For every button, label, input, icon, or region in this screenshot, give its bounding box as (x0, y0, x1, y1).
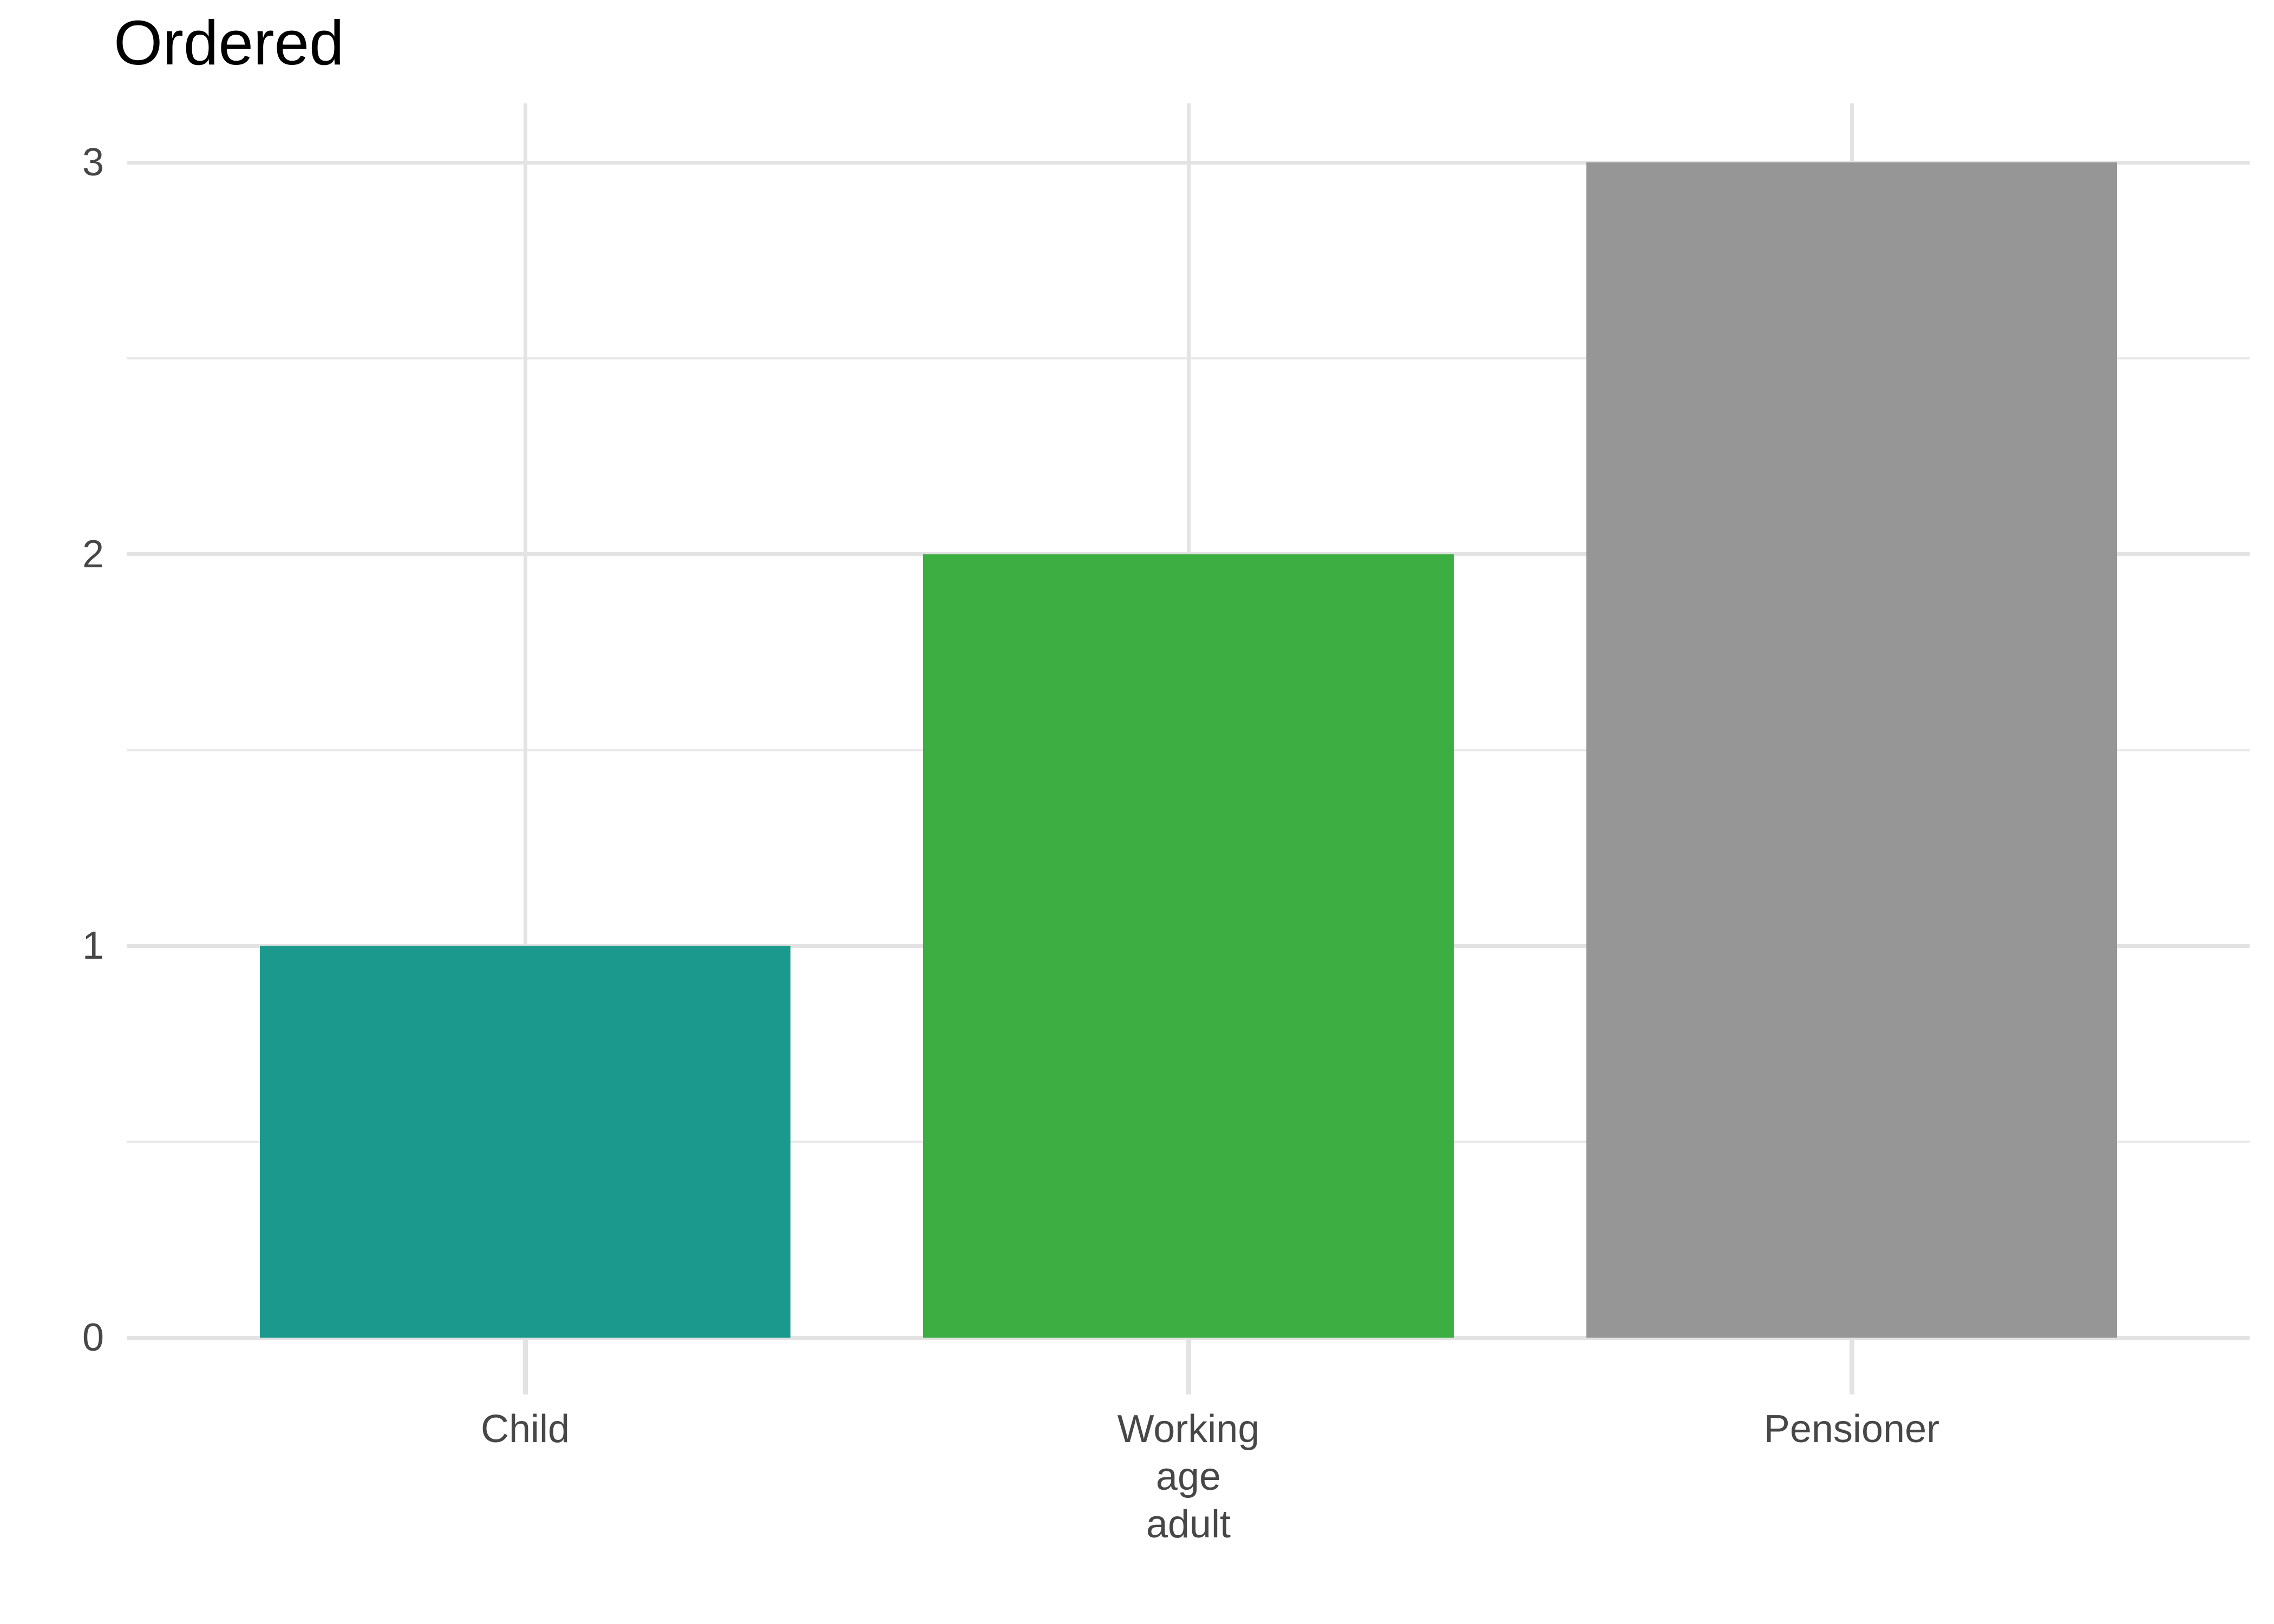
x-axis-tick (1849, 1338, 1854, 1394)
y-tick-label: 0 (82, 1316, 104, 1359)
bar-pensioner (1586, 162, 2117, 1338)
bar-child (260, 946, 790, 1338)
y-tick-label: 3 (82, 141, 104, 184)
gridline-vertical (523, 103, 527, 1338)
y-tick-label: 1 (82, 924, 104, 968)
y-tick-label: 2 (82, 532, 104, 576)
chart-title: Ordered (114, 8, 344, 78)
x-category-label: Working age adult (1117, 1407, 1260, 1546)
x-axis-tick (1186, 1338, 1191, 1394)
x-axis-tick (522, 1338, 528, 1394)
x-category-label: Child (480, 1407, 570, 1451)
x-category-label: Pensioner (1763, 1407, 1940, 1451)
bar-working-age-adult (923, 554, 1454, 1338)
